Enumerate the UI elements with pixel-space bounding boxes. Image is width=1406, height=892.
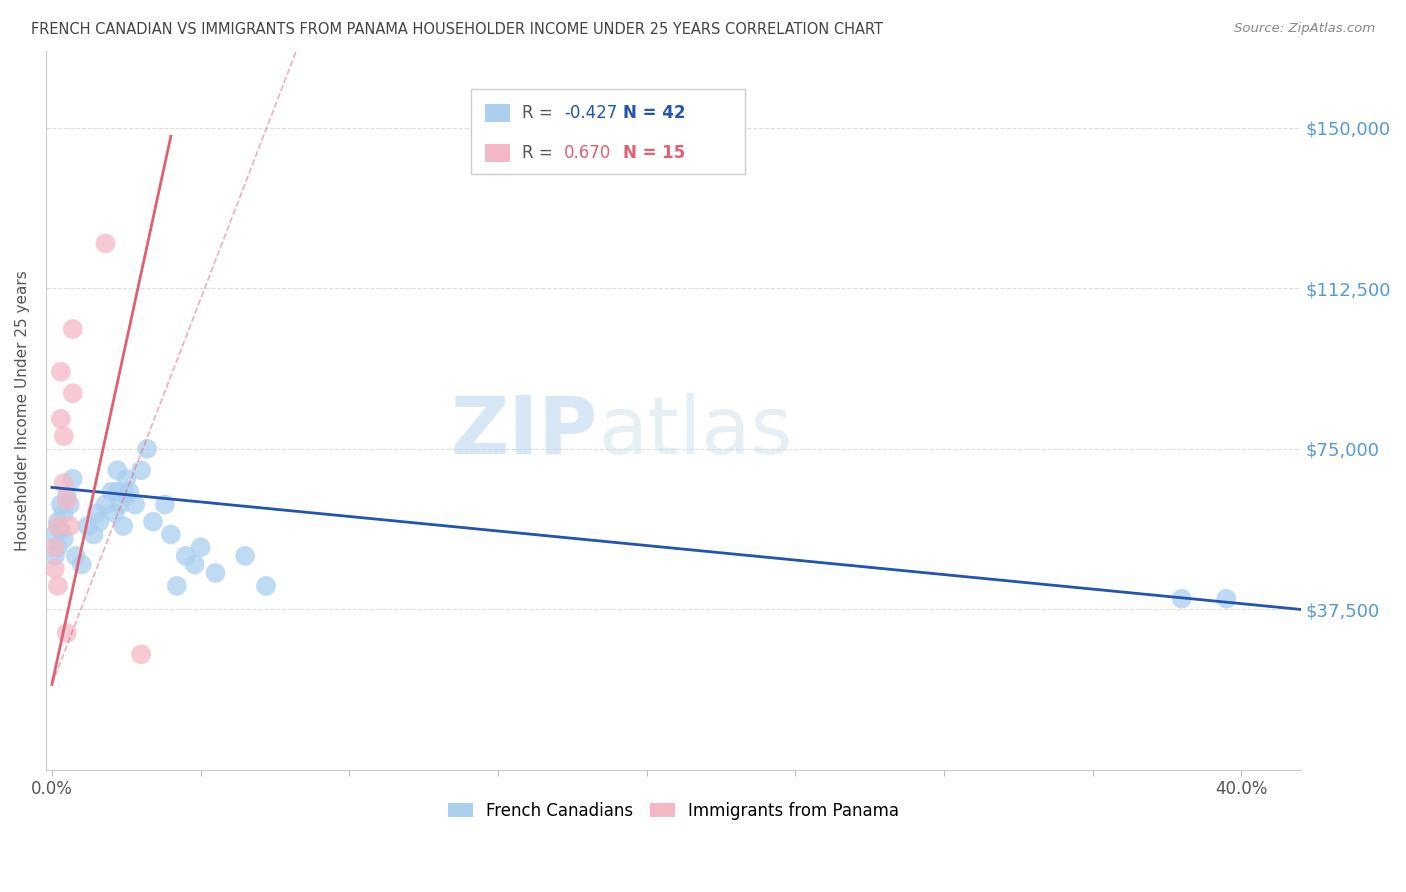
Point bbox=[129, 463, 152, 477]
Point bbox=[70, 558, 93, 572]
Point bbox=[52, 532, 75, 546]
Point bbox=[59, 498, 82, 512]
Point bbox=[44, 549, 66, 563]
Point bbox=[46, 519, 69, 533]
Point bbox=[49, 523, 72, 537]
Point bbox=[86, 506, 108, 520]
Point bbox=[118, 484, 141, 499]
Point bbox=[174, 549, 197, 563]
Point bbox=[49, 365, 72, 379]
Point bbox=[115, 489, 138, 503]
Text: ZIP: ZIP bbox=[451, 392, 598, 471]
Text: R =: R = bbox=[522, 104, 558, 122]
Point bbox=[112, 519, 135, 533]
Point bbox=[83, 527, 105, 541]
Point bbox=[124, 498, 146, 512]
Point bbox=[160, 527, 183, 541]
Point bbox=[136, 442, 159, 456]
Text: R =: R = bbox=[522, 144, 558, 161]
Point bbox=[89, 515, 111, 529]
Point bbox=[49, 498, 72, 512]
Text: Source: ZipAtlas.com: Source: ZipAtlas.com bbox=[1234, 22, 1375, 36]
Point bbox=[46, 541, 69, 555]
Point bbox=[52, 476, 75, 491]
Point bbox=[105, 463, 128, 477]
Y-axis label: Householder Income Under 25 years: Householder Income Under 25 years bbox=[15, 270, 30, 550]
Text: atlas: atlas bbox=[598, 392, 793, 471]
Point bbox=[115, 472, 138, 486]
Text: -0.427: -0.427 bbox=[564, 104, 617, 122]
Point bbox=[183, 558, 205, 572]
Point bbox=[55, 493, 77, 508]
Point bbox=[44, 527, 66, 541]
Point bbox=[76, 519, 98, 533]
Point bbox=[100, 484, 122, 499]
Point bbox=[190, 541, 212, 555]
Point bbox=[52, 506, 75, 520]
Point bbox=[94, 236, 117, 251]
Text: 0.670: 0.670 bbox=[564, 144, 612, 161]
Point bbox=[1215, 591, 1237, 606]
Point bbox=[103, 506, 125, 520]
Point bbox=[55, 489, 77, 503]
Legend: French Canadians, Immigrants from Panama: French Canadians, Immigrants from Panama bbox=[441, 795, 905, 826]
Text: FRENCH CANADIAN VS IMMIGRANTS FROM PANAMA HOUSEHOLDER INCOME UNDER 25 YEARS CORR: FRENCH CANADIAN VS IMMIGRANTS FROM PANAM… bbox=[31, 22, 883, 37]
Text: N = 42: N = 42 bbox=[623, 104, 685, 122]
Point bbox=[52, 429, 75, 443]
Point bbox=[59, 519, 82, 533]
Point bbox=[94, 498, 117, 512]
Point bbox=[142, 515, 165, 529]
Point bbox=[129, 648, 152, 662]
Point bbox=[46, 579, 69, 593]
Point bbox=[44, 562, 66, 576]
Point bbox=[204, 566, 226, 580]
Point bbox=[254, 579, 277, 593]
Point bbox=[55, 626, 77, 640]
Point bbox=[65, 549, 87, 563]
Point bbox=[62, 386, 84, 401]
Point bbox=[46, 515, 69, 529]
Point bbox=[166, 579, 188, 593]
Point bbox=[1170, 591, 1192, 606]
Point bbox=[62, 472, 84, 486]
Text: N = 15: N = 15 bbox=[623, 144, 685, 161]
Point bbox=[44, 541, 66, 555]
Point bbox=[153, 498, 176, 512]
Point bbox=[49, 412, 72, 426]
Point bbox=[62, 322, 84, 336]
Point bbox=[233, 549, 256, 563]
Point bbox=[110, 498, 132, 512]
Point bbox=[105, 484, 128, 499]
